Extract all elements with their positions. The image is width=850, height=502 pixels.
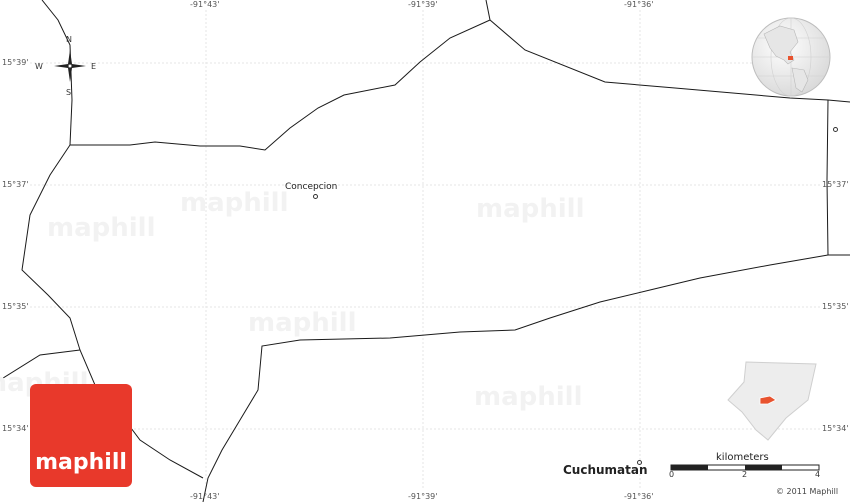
lat-label: 15°34' xyxy=(2,424,29,433)
scale-bar xyxy=(670,464,820,471)
place-marker-icon[interactable] xyxy=(637,460,642,465)
compass-east: E xyxy=(91,62,97,71)
maphill-logo[interactable]: maphill xyxy=(30,384,132,487)
place-label[interactable]: Concepcion xyxy=(285,182,338,192)
region-locator-icon xyxy=(727,361,817,441)
watermark: maphill xyxy=(474,382,583,412)
copyright-text: © 2011 Maphill xyxy=(776,487,839,496)
scale-tick: 0 xyxy=(669,470,675,479)
place-label[interactable]: Cuchumatan xyxy=(563,463,648,477)
scale-tick: 2 xyxy=(742,470,748,479)
lat-label: 15°37' xyxy=(2,180,29,189)
watermark: maphill xyxy=(248,308,357,338)
watermark: maphill xyxy=(476,194,585,224)
watermark: maphill xyxy=(47,213,156,243)
watermark: maphill xyxy=(180,188,289,218)
lat-label: 15°35' xyxy=(822,302,849,311)
lon-label: -91°39' xyxy=(408,0,438,9)
lon-label: -91°39' xyxy=(408,492,438,501)
lon-label: -91°36' xyxy=(624,492,654,501)
lon-label: -91°43' xyxy=(190,492,220,501)
compass-rose-icon xyxy=(54,50,86,82)
lon-label: -91°36' xyxy=(624,0,654,9)
scale-title: kilometers xyxy=(716,452,769,463)
compass-south: S xyxy=(66,88,72,97)
place-marker-icon[interactable] xyxy=(313,194,318,199)
graticule-lines xyxy=(30,10,820,490)
lat-label: 15°34' xyxy=(822,424,849,433)
lat-label: 15°35' xyxy=(2,302,29,311)
logo-text: maphill xyxy=(35,450,127,475)
lat-label: 15°37' xyxy=(822,180,849,189)
place-marker-icon[interactable] xyxy=(833,127,838,132)
compass-west: W xyxy=(35,62,43,71)
compass-north: N xyxy=(66,35,72,44)
lon-label: -91°43' xyxy=(190,0,220,9)
scale-tick: 4 xyxy=(815,470,821,479)
lat-label: 15°39' xyxy=(2,58,29,67)
globe-locator-icon xyxy=(751,17,831,97)
